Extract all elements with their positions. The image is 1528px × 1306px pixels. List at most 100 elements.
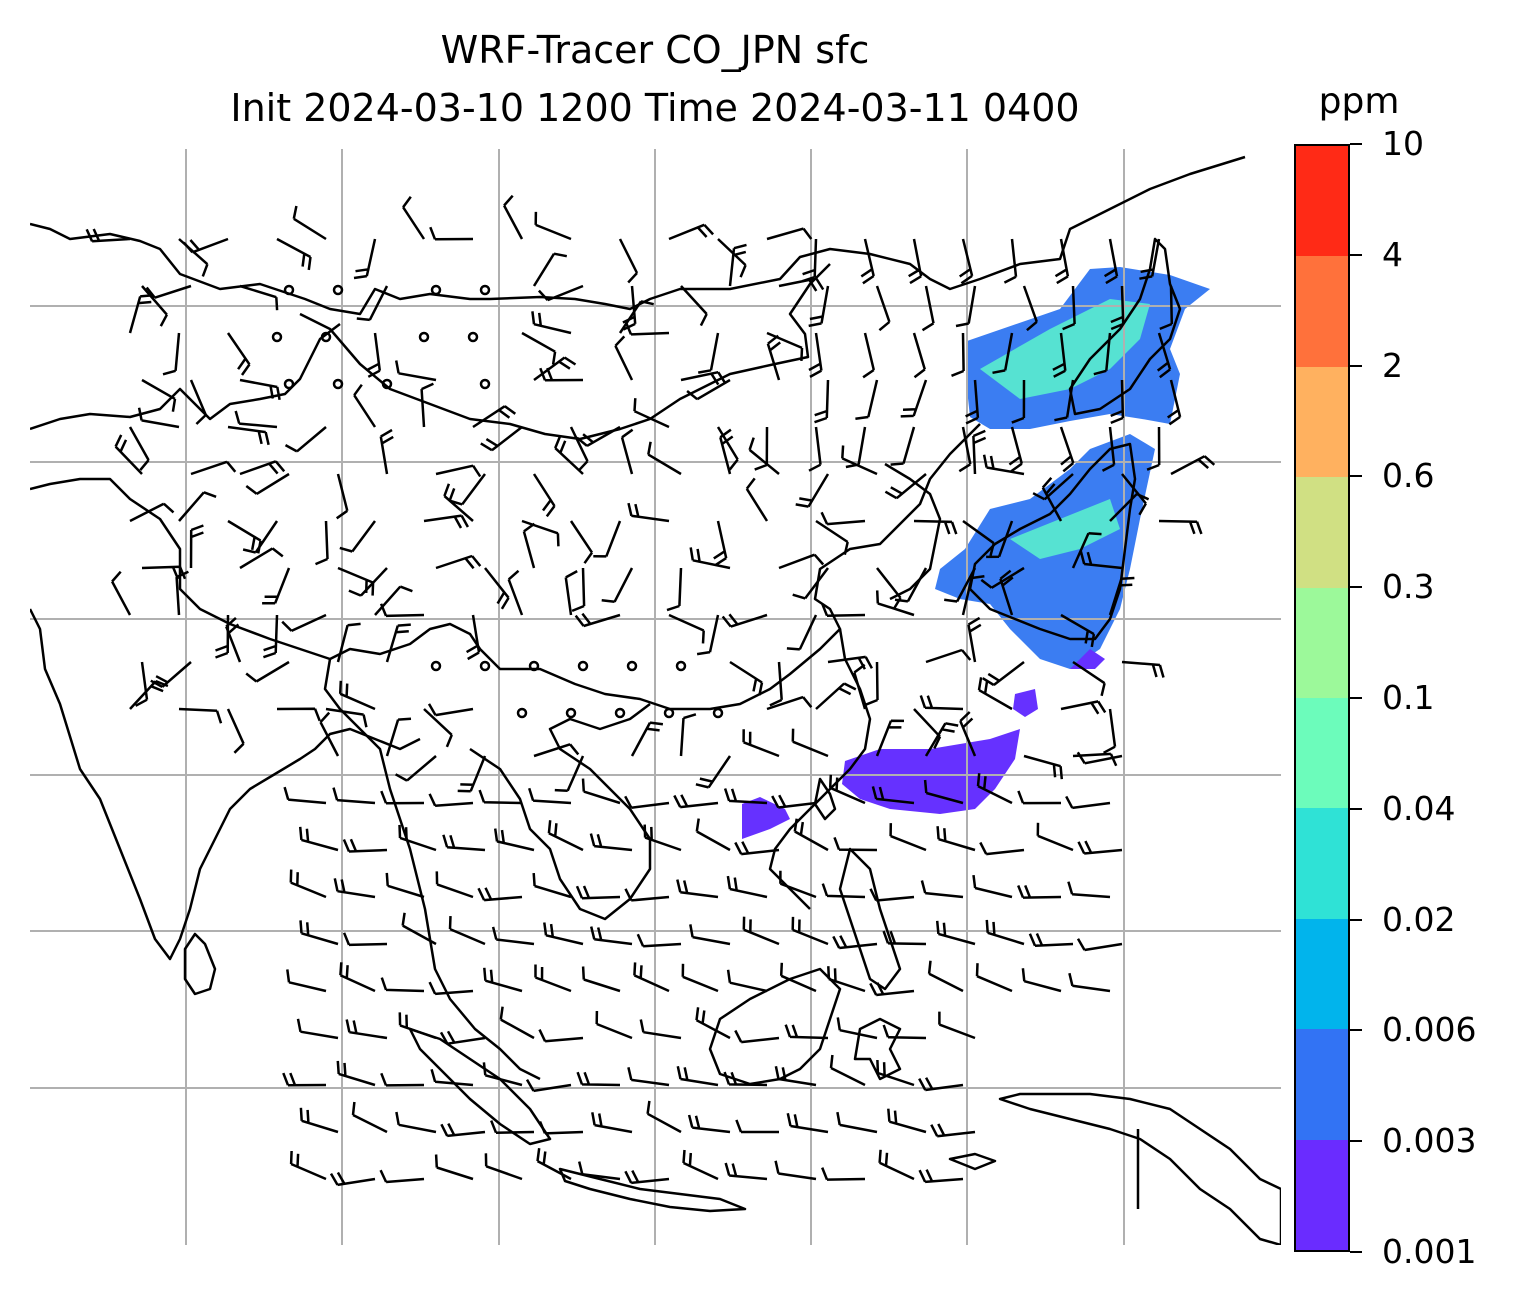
colorbar-tick bbox=[1350, 1251, 1362, 1253]
wind-barb bbox=[1068, 972, 1111, 993]
wind-barb bbox=[1109, 492, 1150, 522]
wind-barb bbox=[521, 519, 560, 547]
wind-barb bbox=[342, 932, 388, 947]
wind-barb bbox=[630, 721, 664, 757]
calm-wind-marker bbox=[430, 660, 442, 672]
wind-barb bbox=[536, 1148, 572, 1181]
wind-barb bbox=[734, 841, 780, 856]
wind-barb bbox=[624, 1170, 670, 1185]
wind-barb bbox=[448, 916, 486, 946]
wind-barb bbox=[965, 379, 980, 425]
wind-barb bbox=[643, 824, 682, 852]
wind-barb bbox=[875, 719, 905, 757]
wind-barb bbox=[980, 566, 1025, 589]
wind-barb bbox=[697, 332, 720, 374]
colorbar bbox=[1294, 144, 1350, 1252]
wind-barb bbox=[875, 285, 891, 332]
wind-barb bbox=[1077, 840, 1123, 855]
wind-barb bbox=[728, 243, 747, 287]
wind-barb bbox=[618, 300, 654, 334]
wind-barb bbox=[178, 491, 217, 522]
wind-barb bbox=[439, 1030, 486, 1045]
wind-barb bbox=[925, 648, 972, 664]
wind-barb bbox=[336, 1060, 376, 1087]
wind-barb bbox=[814, 379, 830, 424]
co-plume-layer bbox=[742, 267, 1210, 839]
wind-barb bbox=[333, 878, 376, 899]
wind-barb bbox=[982, 454, 1025, 476]
calm-wind-marker bbox=[283, 378, 295, 390]
wind-barb bbox=[162, 332, 181, 376]
wind-barb bbox=[695, 1007, 731, 1040]
colorbar-segment bbox=[1296, 1139, 1348, 1250]
calm-wind-marker bbox=[430, 284, 442, 296]
wind-barb bbox=[742, 916, 780, 946]
sri-lanka bbox=[183, 932, 217, 996]
wind-barb bbox=[315, 520, 329, 566]
wind-barb bbox=[374, 585, 413, 616]
wind-barb bbox=[351, 1101, 388, 1134]
wind-barb bbox=[576, 425, 621, 447]
wind-barb bbox=[647, 441, 682, 476]
wind-barb bbox=[774, 1065, 817, 1087]
wind-barb bbox=[1028, 933, 1074, 947]
wind-barb bbox=[262, 614, 279, 659]
wind-barb bbox=[484, 567, 510, 610]
wind-barb bbox=[1159, 285, 1174, 331]
wind-barb bbox=[423, 514, 469, 529]
colorbar-tick bbox=[1350, 697, 1362, 699]
wind-barb bbox=[423, 708, 453, 748]
wind-barb bbox=[1052, 332, 1067, 378]
wind-barb bbox=[429, 226, 474, 241]
wind-barb bbox=[242, 520, 279, 554]
colorbar-segment bbox=[1296, 587, 1348, 698]
wind-barb bbox=[713, 520, 728, 567]
wind-barb bbox=[864, 661, 879, 706]
calm-wind-marker bbox=[332, 284, 344, 296]
wind-barb bbox=[442, 834, 486, 852]
colorbar-segment bbox=[1296, 477, 1348, 588]
wind-barb bbox=[537, 284, 584, 302]
wind-barb bbox=[687, 1114, 731, 1134]
wind-barb bbox=[1060, 613, 1096, 648]
calm-wind-marker bbox=[528, 660, 540, 672]
wind-barb bbox=[298, 826, 339, 852]
map-subtitle: Init 2024-03-10 1200 Time 2024-03-11 040… bbox=[230, 86, 1080, 130]
plume-pacific bbox=[842, 729, 1020, 814]
calm-wind-marker bbox=[332, 378, 344, 390]
wind-barb bbox=[921, 285, 935, 332]
map-gridlines bbox=[30, 149, 1281, 1245]
wind-barb bbox=[808, 285, 830, 328]
wind-barb bbox=[686, 378, 731, 401]
wind-barb bbox=[574, 612, 621, 628]
wind-barb bbox=[620, 428, 634, 475]
calm-wind-marker bbox=[320, 331, 332, 343]
wind-barb bbox=[1041, 476, 1063, 522]
wind-barb bbox=[882, 1024, 927, 1040]
wind-barb bbox=[841, 445, 878, 476]
wind-barb bbox=[493, 828, 535, 852]
calm-wind-marker bbox=[577, 660, 589, 672]
wind-barb bbox=[245, 660, 290, 683]
wind-barb bbox=[871, 786, 915, 805]
wind-barb bbox=[434, 1154, 474, 1181]
wind-barb bbox=[427, 703, 474, 717]
philippines bbox=[838, 847, 902, 991]
wind-barb bbox=[887, 1108, 927, 1134]
wind-barb bbox=[239, 547, 284, 570]
wind-barb bbox=[348, 567, 388, 597]
colorbar-tick-label: 2 bbox=[1382, 345, 1403, 385]
colorbar-segment bbox=[1296, 145, 1348, 257]
wind-barb bbox=[1021, 968, 1062, 993]
wind-barb bbox=[356, 285, 389, 322]
wind-barb bbox=[918, 1169, 964, 1184]
wind-barb bbox=[532, 473, 556, 518]
colorbar-tick-label: 0.1 bbox=[1382, 678, 1435, 717]
wind-barb bbox=[286, 969, 327, 993]
wind-barb bbox=[225, 616, 242, 663]
wind-barb bbox=[646, 1100, 682, 1134]
wind-barb bbox=[491, 926, 535, 946]
colorbar-tick bbox=[1350, 918, 1362, 921]
wind-barb bbox=[679, 713, 697, 757]
wind-barb bbox=[1139, 238, 1161, 280]
